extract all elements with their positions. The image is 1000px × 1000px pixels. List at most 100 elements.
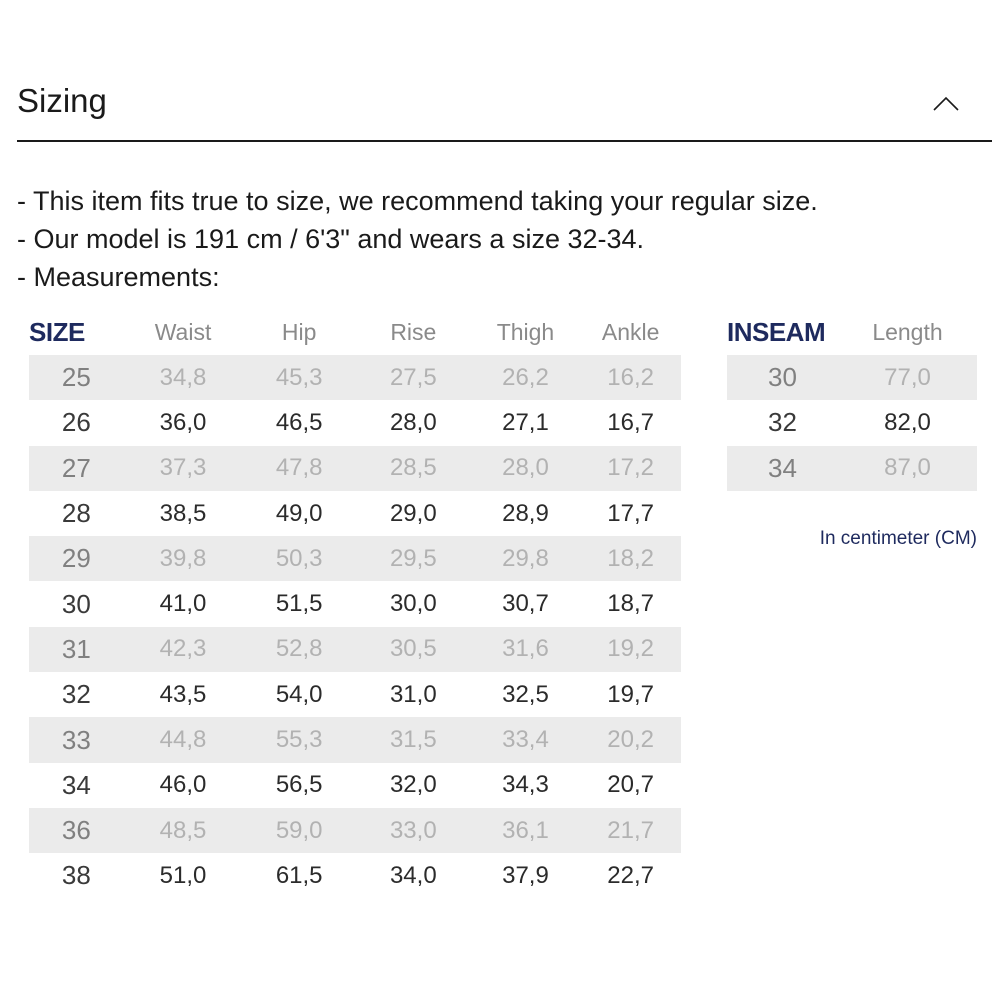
size-table-cell-waist: 37,3 [159, 454, 207, 482]
size-table-cell-ankle: 18,7 [607, 590, 654, 618]
size-table-cell-ankle: 16,2 [607, 363, 654, 391]
size-table-cell-ankle: 17,7 [607, 499, 654, 527]
size-table-cell-ankle: 20,7 [607, 771, 654, 799]
size-table-header: SIZE Waist Hip Rise Thigh Ankle [29, 310, 681, 355]
chevron-up-icon[interactable] [933, 96, 959, 112]
size-table-cell-hip: 61,5 [275, 861, 323, 889]
inseam-table-cell-length: 77,0 [884, 363, 931, 391]
size-table-cell-thigh: 26,2 [502, 363, 549, 391]
size-table-cell-rise: 31,0 [389, 680, 437, 708]
size-table-cell-thigh: 34,3 [502, 771, 549, 799]
fit-note: - This item fits true to size, we recomm… [17, 186, 818, 216]
size-table-row: 38 51,0 61,5 34,0 37,9 22,7 [29, 853, 681, 898]
size-table-cell-hip: 47,8 [275, 454, 323, 482]
size-table-cell-size: 28 [61, 498, 91, 529]
size-table-row: 32 43,5 54,0 31,0 32,5 19,7 [29, 672, 681, 717]
size-table-cell-ankle: 16,7 [607, 408, 654, 436]
size-table-cell-thigh: 33,4 [502, 726, 549, 754]
size-table-cell-size: 38 [61, 860, 91, 891]
inseam-table-row: 34 87,0 [727, 445, 977, 491]
inseam-table-header-inseam: INSEAM [727, 317, 826, 347]
size-table-cell-size: 32 [61, 679, 91, 710]
size-table-cell-ankle: 22,7 [607, 861, 654, 889]
size-table-cell-hip: 56,5 [275, 771, 323, 799]
unit-note: In centimeter (CM) [819, 528, 977, 549]
size-table-header-thigh: Thigh [496, 319, 555, 345]
size-table-row: 25 34,8 45,3 27,5 26,2 16,2 [29, 355, 681, 401]
size-table-cell-ankle: 18,2 [607, 544, 654, 572]
size-table-cell-thigh: 36,1 [502, 816, 549, 844]
size-table-row: 33 44,8 55,3 31,5 33,4 20,2 [29, 717, 681, 763]
inseam-table-cell-inseam: 34 [768, 452, 797, 483]
size-table-row: 36 48,5 59,0 33,0 36,1 21,7 [29, 807, 681, 854]
sizing-accordion-header[interactable]: Sizing [17, 72, 992, 142]
size-table-cell-waist: 43,5 [159, 680, 207, 708]
inseam-table-body: 30 77,0 32 82,0 34 87,0 [727, 355, 977, 491]
size-table-cell-thigh: 28,0 [502, 454, 549, 482]
size-table-cell-ankle: 19,7 [607, 680, 654, 708]
size-table-cell-size: 27 [61, 452, 91, 483]
size-table-cell-hip: 52,8 [275, 635, 323, 663]
size-table-cell-waist: 42,3 [159, 635, 207, 663]
measurements-note: - Measurements: [17, 262, 220, 292]
size-table-cell-size: 34 [61, 769, 91, 800]
size-table-cell-hip: 49,0 [275, 499, 323, 527]
fit-notes: - This item fits true to size, we recomm… [17, 182, 818, 296]
size-table-cell-size: 33 [61, 724, 91, 755]
size-table-cell-hip: 51,5 [275, 590, 323, 618]
size-table-cell-size: 29 [61, 543, 91, 574]
size-table-row: 29 39,8 50,3 29,5 29,8 18,2 [29, 536, 681, 582]
inseam-table-cell-inseam: 32 [768, 407, 797, 438]
inseam-table-cell-length: 87,0 [884, 454, 931, 482]
size-table-row: 31 42,3 52,8 30,5 31,6 19,2 [29, 626, 681, 673]
size-table-header-rise: Rise [390, 319, 437, 345]
size-table-cell-ankle: 20,2 [607, 726, 654, 754]
size-table-body: 25 34,8 45,3 27,5 26,2 16,2 26 36,0 46,5 28,0 27,1… [29, 355, 681, 899]
size-table-cell-thigh: 32,5 [502, 680, 549, 708]
size-table-row: 34 46,0 56,5 32,0 34,3 20,7 [29, 763, 681, 808]
model-note: - Our model is 191 cm / 6'3" and wears a… [17, 224, 645, 254]
size-table-cell-thigh: 29,8 [502, 544, 549, 572]
size-table-cell-thigh: 37,9 [502, 861, 549, 889]
size-table-cell-rise: 29,0 [389, 499, 437, 527]
size-table-cell-rise: 34,0 [389, 861, 437, 889]
size-measurement-table: SIZE Waist Hip Rise Thigh Ankle 25 34,8 45,3 27,… [29, 310, 681, 899]
size-table-cell-thigh: 30,7 [502, 590, 549, 618]
size-table-header-hip: Hip [281, 319, 317, 345]
size-table-cell-rise: 28,5 [389, 454, 437, 482]
size-table-row: 26 36,0 46,5 28,0 27,1 16,7 [29, 400, 681, 445]
size-table-row: 27 37,3 47,8 28,5 28,0 17,2 [29, 445, 681, 491]
size-table-cell-size: 25 [61, 362, 91, 393]
size-table-cell-hip: 54,0 [275, 680, 323, 708]
size-table-cell-size: 36 [61, 815, 91, 846]
size-table-cell-waist: 46,0 [159, 771, 207, 799]
size-table-cell-ankle: 21,7 [607, 816, 654, 844]
size-table-cell-hip: 45,3 [275, 363, 323, 391]
inseam-table: INSEAM Length 30 77,0 32 82,0 34 87,0 [727, 310, 977, 491]
size-table-cell-hip: 55,3 [275, 726, 323, 754]
size-table-row: 30 41,0 51,5 30,0 30,7 18,7 [29, 581, 681, 626]
size-table-cell-ankle: 19,2 [607, 635, 654, 663]
size-table-header-ankle: Ankle [601, 319, 660, 345]
size-table-cell-waist: 44,8 [159, 726, 207, 754]
size-table-cell-rise: 31,5 [389, 726, 437, 754]
size-table-cell-waist: 34,8 [159, 363, 207, 391]
size-table-cell-thigh: 27,1 [502, 408, 549, 436]
size-table-cell-size: 30 [61, 588, 91, 619]
size-table-cell-rise: 30,5 [389, 635, 437, 663]
inseam-table-header: INSEAM Length [727, 310, 977, 355]
inseam-table-row: 32 82,0 [727, 400, 977, 445]
size-table-cell-thigh: 28,9 [502, 499, 549, 527]
size-table-cell-size: 31 [61, 633, 91, 664]
section-title: Sizing [17, 82, 107, 119]
size-table-cell-waist: 39,8 [159, 544, 207, 572]
size-table-cell-rise: 33,0 [389, 816, 437, 844]
inseam-table-header-length: Length [872, 319, 943, 345]
size-table-cell-rise: 30,0 [389, 590, 437, 618]
size-table-header-waist: Waist [154, 319, 212, 345]
size-table-header-size: SIZE [29, 317, 85, 347]
size-table-cell-waist: 38,5 [159, 499, 207, 527]
inseam-table-cell-inseam: 30 [768, 362, 797, 393]
size-table-cell-hip: 59,0 [275, 816, 323, 844]
size-table-cell-waist: 51,0 [159, 861, 207, 889]
